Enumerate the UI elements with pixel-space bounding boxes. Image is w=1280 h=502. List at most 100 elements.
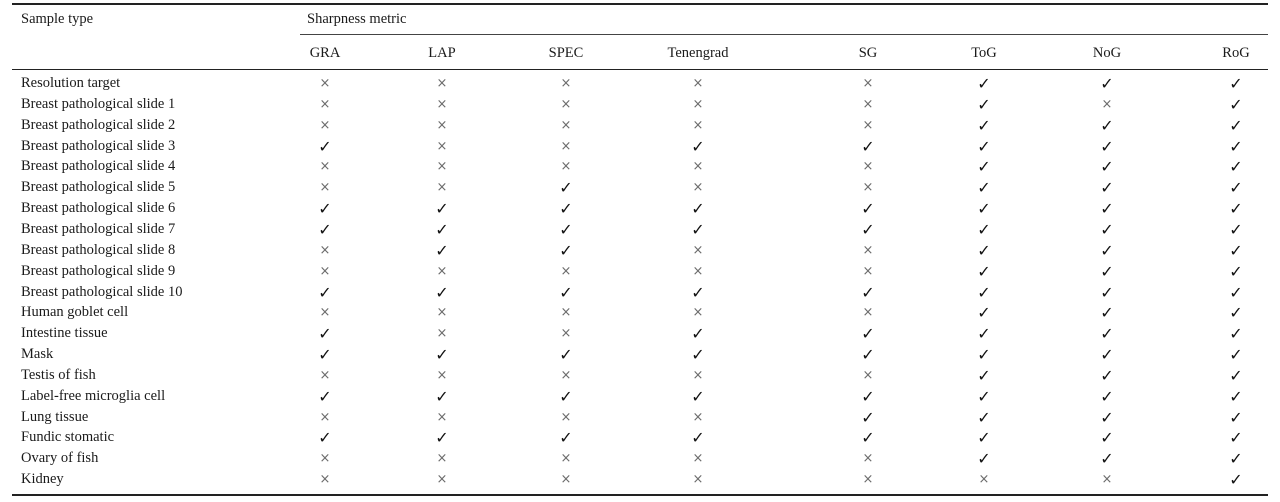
check-mark-icon: ✓ [1229,74,1243,93]
check-mark-icon: ✓ [1229,407,1243,427]
check-mark-icon: ✓ [977,94,991,114]
sample-type-cell: Ovary of fish [21,450,99,467]
check-mark-icon: ✓ [1100,178,1114,198]
table-row: Breast pathological slide 10 ✓ ✓ ✓ ✓ ✓ ✓ ✓ ✓ [0,282,1280,303]
check-mark-icon: ✓ [1100,303,1114,323]
cross-mark-icon: × [319,117,331,133]
check-mark-icon: ✓ [1100,345,1114,365]
sample-type-cell: Kidney [21,471,64,488]
cross-mark-icon: × [692,242,704,258]
check-mark-icon: ✓ [435,199,449,219]
cross-mark-icon: × [560,138,572,154]
table-row: Fundic stomatic ✓ ✓ ✓ ✓ ✓ ✓ ✓ ✓ [0,427,1280,448]
check-mark-icon: ✓ [1229,282,1243,302]
table-row: Breast pathological slide 8 × ✓ ✓ × × ✓ ✓ ✓ [0,240,1280,261]
check-mark-icon: ✓ [977,407,991,427]
cross-mark-icon: × [436,472,448,488]
sample-type-cell: Lung tissue [21,408,89,425]
check-mark-icon: ✓ [1100,324,1114,344]
cross-mark-icon: × [1101,96,1113,112]
check-mark-icon: ✓ [1100,219,1114,239]
table-row: Breast pathological slide 1 × × × × × ✓ × ✓ [0,94,1280,115]
check-mark-icon: ✓ [977,324,991,344]
table-row: Label-free microglia cell ✓ ✓ ✓ ✓ ✓ ✓ ✓ ✓ [0,386,1280,407]
cross-mark-icon: × [692,159,704,175]
check-mark-icon: ✓ [435,386,449,406]
cross-mark-icon: × [560,263,572,279]
check-mark-icon: ✓ [1100,407,1114,427]
column-header-rog: RoG [1222,45,1250,61]
table-bottom-rule [12,494,1268,496]
sample-type-cell: Breast pathological slide 3 [21,137,176,154]
table-row: Mask ✓ ✓ ✓ ✓ ✓ ✓ ✓ ✓ [0,344,1280,365]
cross-mark-icon: × [1101,472,1113,488]
check-mark-icon: ✓ [1100,449,1114,469]
column-header-sg: SG [858,45,878,61]
cross-mark-icon: × [692,263,704,279]
cross-mark-icon: × [862,367,874,383]
check-mark-icon: ✓ [977,386,991,406]
table-row: Breast pathological slide 9 × × × × × ✓ ✓ ✓ [0,261,1280,282]
check-mark-icon: ✓ [977,449,991,469]
check-mark-icon: ✓ [977,178,991,198]
metric-group-rule [300,34,1268,35]
cross-mark-icon: × [436,305,448,321]
check-mark-icon: ✓ [1229,365,1243,385]
check-mark-icon: ✓ [1229,240,1243,260]
cross-mark-icon: × [436,159,448,175]
cross-mark-icon: × [436,367,448,383]
check-mark-icon: ✓ [861,428,875,448]
cross-mark-icon: × [692,96,704,112]
table-header-rule [12,69,1268,71]
cross-mark-icon: × [692,451,704,467]
cross-mark-icon: × [692,409,704,425]
cross-mark-icon: × [862,180,874,196]
cross-mark-icon: × [692,117,704,133]
check-mark-icon: ✓ [977,136,991,156]
check-mark-icon: ✓ [318,386,332,406]
check-mark-icon: ✓ [977,219,991,239]
sample-type-cell: Breast pathological slide 8 [21,241,176,258]
header-sample-type: Sample type [21,11,94,27]
cross-mark-icon: × [560,159,572,175]
check-mark-icon: ✓ [691,345,705,365]
check-mark-icon: ✓ [435,240,449,260]
cross-mark-icon: × [560,305,572,321]
check-mark-icon: ✓ [977,303,991,323]
cross-mark-icon: × [560,117,572,133]
check-mark-icon: ✓ [318,324,332,344]
cross-mark-icon: × [560,76,572,91]
cross-mark-icon: × [319,159,331,175]
table-row: Lung tissue × × × × ✓ ✓ ✓ ✓ [0,407,1280,428]
cross-mark-icon: × [436,76,448,91]
sample-type-cell: Breast pathological slide 4 [21,158,176,175]
check-mark-icon: ✓ [1100,386,1114,406]
check-mark-icon: ✓ [559,240,573,260]
cross-mark-icon: × [319,180,331,196]
table-row: Testis of fish × × × × × ✓ ✓ ✓ [0,365,1280,386]
check-mark-icon: ✓ [1100,199,1114,219]
table-row: Human goblet cell × × × × × ✓ ✓ ✓ [0,302,1280,323]
cross-mark-icon: × [319,451,331,467]
check-mark-icon: ✓ [1229,428,1243,448]
cross-mark-icon: × [692,180,704,196]
table-row: Intestine tissue ✓ × × ✓ ✓ ✓ ✓ ✓ [0,323,1280,344]
cross-mark-icon: × [862,159,874,175]
cross-mark-icon: × [692,367,704,383]
check-mark-icon: ✓ [691,282,705,302]
check-mark-icon: ✓ [861,386,875,406]
check-mark-icon: ✓ [318,282,332,302]
cross-mark-icon: × [436,409,448,425]
cross-mark-icon: × [319,96,331,112]
column-header-tenengrad: Tenengrad [667,45,729,61]
check-mark-icon: ✓ [691,428,705,448]
column-header-tog: ToG [971,45,997,61]
cross-mark-icon: × [862,117,874,133]
cross-mark-icon: × [862,96,874,112]
cross-mark-icon: × [436,451,448,467]
check-mark-icon: ✓ [318,199,332,219]
cross-mark-icon: × [862,242,874,258]
check-mark-icon: ✓ [435,219,449,239]
table-row: Breast pathological slide 2 × × × × × ✓ ✓ ✓ [0,115,1280,136]
sample-type-cell: Breast pathological slide 5 [21,179,176,196]
